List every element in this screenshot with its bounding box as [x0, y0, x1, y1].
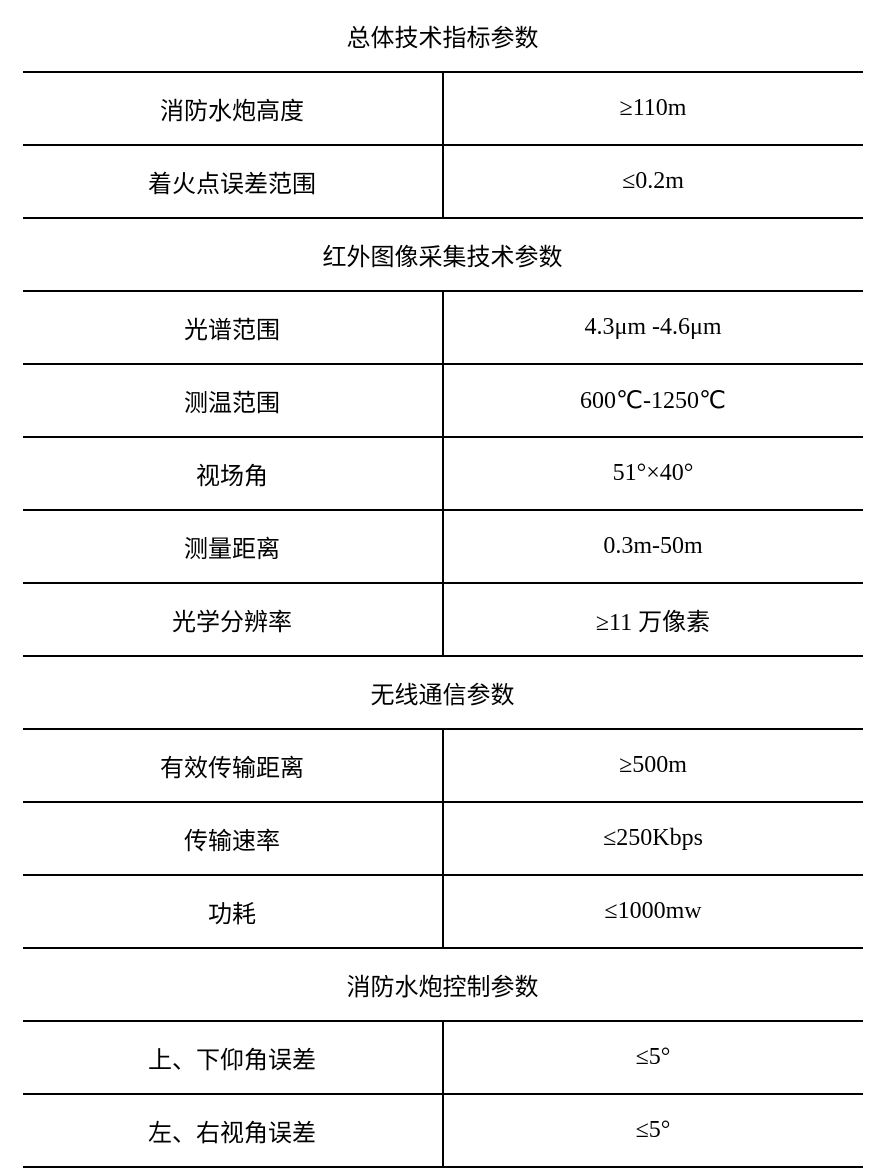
spec-label: 传输速率 — [23, 802, 443, 875]
table-row: 功耗 ≤1000mw — [23, 875, 863, 948]
table-row: 光学分辨率 ≥11 万像素 — [23, 583, 863, 656]
table-row: 视场角 51°×40° — [23, 437, 863, 510]
section-header-row: 消防水炮控制参数 — [23, 948, 863, 1021]
spec-label: 左、右视角误差 — [23, 1094, 443, 1167]
section-header-cell: 总体技术指标参数 — [23, 0, 863, 72]
spec-label: 测量距离 — [23, 510, 443, 583]
spec-value: ≤5° — [443, 1094, 863, 1167]
spec-label: 消防水炮高度 — [23, 72, 443, 145]
spec-value: ≤5° — [443, 1021, 863, 1094]
section-header-row: 红外图像采集技术参数 — [23, 218, 863, 291]
section-header-cell: 消防水炮控制参数 — [23, 948, 863, 1021]
table-row: 着火点误差范围 ≤0.2m — [23, 145, 863, 218]
spec-value: ≤250Kbps — [443, 802, 863, 875]
spec-value: ≥110m — [443, 72, 863, 145]
table-row: 消防水炮高度 ≥110m — [23, 72, 863, 145]
spec-value: ≥500m — [443, 729, 863, 802]
spec-label: 视场角 — [23, 437, 443, 510]
spec-value: 0.3m-50m — [443, 510, 863, 583]
section-header-row: 总体技术指标参数 — [23, 0, 863, 72]
section-header-cell: 红外图像采集技术参数 — [23, 218, 863, 291]
spec-label: 光学分辨率 — [23, 583, 443, 656]
spec-label: 着火点误差范围 — [23, 145, 443, 218]
table-row: 测温范围 600℃-1250℃ — [23, 364, 863, 437]
spec-value: ≤0.2m — [443, 145, 863, 218]
table-row: 左、右视角误差 ≤5° — [23, 1094, 863, 1167]
spec-label: 测温范围 — [23, 364, 443, 437]
spec-value: 4.3μm -4.6μm — [443, 291, 863, 364]
spec-label: 功耗 — [23, 875, 443, 948]
section-header-row: 无线通信参数 — [23, 656, 863, 729]
spec-value: ≥11 万像素 — [443, 583, 863, 656]
table-row: 上、下仰角误差 ≤5° — [23, 1021, 863, 1094]
spec-value: ≤1000mw — [443, 875, 863, 948]
table-row: 光谱范围 4.3μm -4.6μm — [23, 291, 863, 364]
table-row: 传输速率 ≤250Kbps — [23, 802, 863, 875]
spec-label: 有效传输距离 — [23, 729, 443, 802]
table-row: 测量距离 0.3m-50m — [23, 510, 863, 583]
spec-label: 上、下仰角误差 — [23, 1021, 443, 1094]
section-header-cell: 无线通信参数 — [23, 656, 863, 729]
table-row: 有效传输距离 ≥500m — [23, 729, 863, 802]
specifications-table: 总体技术指标参数 消防水炮高度 ≥110m 着火点误差范围 ≤0.2m 红外图像… — [23, 0, 863, 1168]
spec-label: 光谱范围 — [23, 291, 443, 364]
spec-value: 51°×40° — [443, 437, 863, 510]
spec-value: 600℃-1250℃ — [443, 364, 863, 437]
